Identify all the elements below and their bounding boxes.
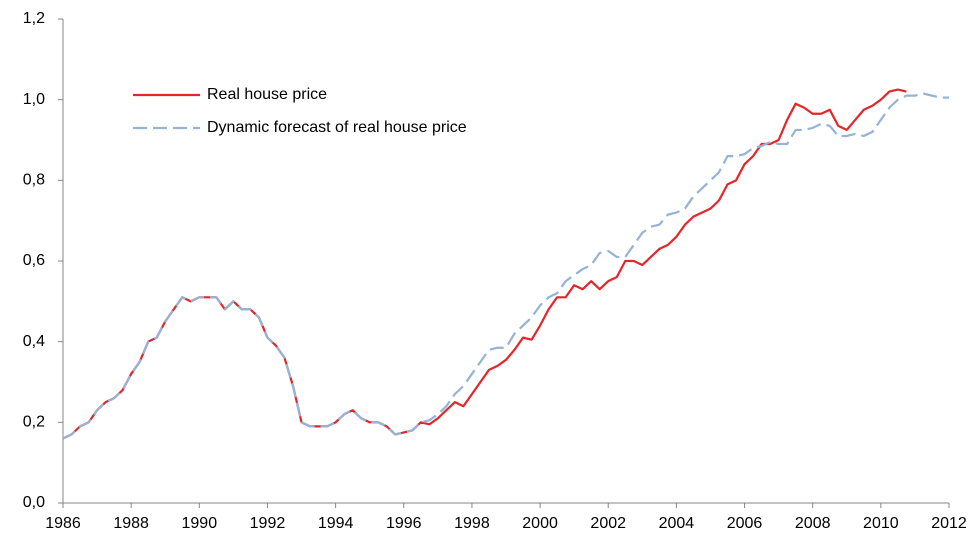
- x-tick-label: 1988: [113, 515, 149, 532]
- y-tick-label: 0,0: [23, 494, 45, 511]
- x-tick-label: 1992: [250, 515, 286, 532]
- line-series: [62, 88, 907, 440]
- line-series: [62, 92, 949, 440]
- x-tick-label: 1986: [45, 515, 81, 532]
- y-tick-label: 0,2: [23, 414, 45, 431]
- x-tick-label: 1994: [318, 515, 354, 532]
- y-tick-label: 1,2: [23, 10, 45, 27]
- x-tick-label: 2006: [727, 515, 763, 532]
- y-tick-label: 0,8: [23, 172, 45, 189]
- x-tick-label: 2012: [931, 515, 967, 532]
- y-tick-label: 1,0: [23, 91, 45, 108]
- legend-label: Dynamic forecast of real house price: [207, 119, 467, 136]
- x-tick-label: 2008: [795, 515, 831, 532]
- x-tick-label: 2010: [863, 515, 899, 532]
- x-tick-label: 1998: [454, 515, 490, 532]
- y-tick-label: 0,6: [23, 252, 45, 269]
- x-tick-label: 1990: [182, 515, 218, 532]
- x-tick-label: 2004: [659, 515, 695, 532]
- legend-label: Real house price: [207, 86, 327, 103]
- x-tick-label: 1996: [386, 515, 422, 532]
- x-tick-label: 2000: [522, 515, 558, 532]
- y-tick-label: 0,4: [23, 333, 45, 350]
- x-tick-label: 2002: [590, 515, 626, 532]
